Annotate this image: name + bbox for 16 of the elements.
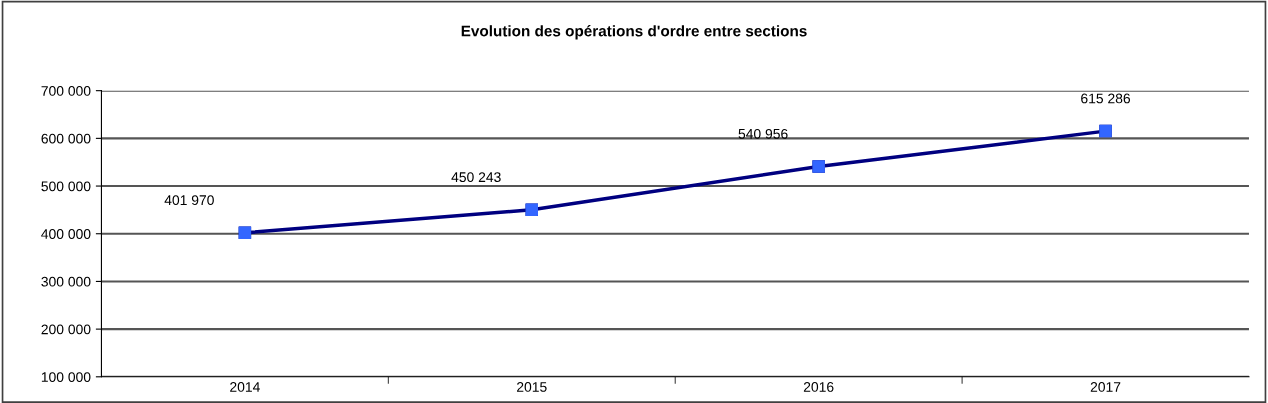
- data-label: 615 286: [1081, 93, 1131, 104]
- y-tick-label: 400 000: [41, 229, 91, 239]
- data-label: 450 243: [451, 172, 501, 183]
- y-tick-label: 100 000: [41, 372, 91, 382]
- y-tick-label: 300 000: [41, 276, 91, 287]
- x-tick-label: 2014: [230, 382, 260, 392]
- data-label: 540 956: [738, 128, 788, 139]
- x-tick-label: 2016: [803, 382, 834, 392]
- y-tick-label: 500 000: [41, 181, 91, 192]
- y-tick-label: 600 000: [41, 133, 91, 144]
- y-tick-label: 700 000: [41, 86, 91, 96]
- y-tick-label: 200 000: [41, 324, 91, 335]
- data-label: 401 970: [164, 195, 214, 206]
- chart-title: Evolution des opérations d'ordre entre sections: [461, 25, 807, 40]
- x-tick-label: 2017: [1090, 382, 1121, 392]
- x-tick-label: 2015: [517, 382, 547, 392]
